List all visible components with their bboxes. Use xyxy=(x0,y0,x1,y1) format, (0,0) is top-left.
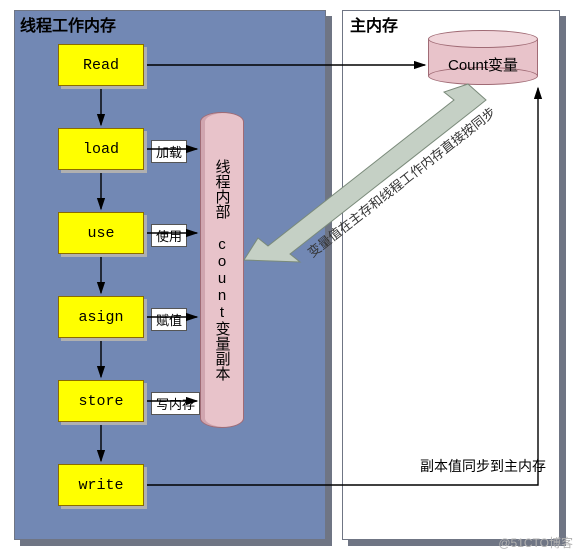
copy-bar: 线程内部 count变量副本 xyxy=(200,112,244,428)
box-read-label: Read xyxy=(83,57,119,74)
side-label-load: 加载 xyxy=(151,140,187,163)
side-label-store: 写内存 xyxy=(151,392,200,415)
box-store-label: store xyxy=(78,393,123,410)
box-load-label: load xyxy=(83,141,119,158)
count-cylinder: Count变量 xyxy=(428,30,538,85)
box-asign: asign xyxy=(58,296,144,338)
box-asign-label: asign xyxy=(78,309,123,326)
box-use: use xyxy=(58,212,144,254)
copy-bar-label: 线程内部 count变量副本 xyxy=(201,113,243,427)
main-panel-title: 主内存 xyxy=(350,12,398,36)
count-cylinder-label: Count变量 xyxy=(428,54,538,75)
thread-memory-panel xyxy=(14,10,326,540)
thread-panel-title: 线程工作内存 xyxy=(20,12,116,36)
side-label-use: 使用 xyxy=(151,224,187,247)
side-label-asign: 赋值 xyxy=(151,308,187,331)
watermark: @51CTO博客 xyxy=(498,534,573,551)
box-use-label: use xyxy=(87,225,114,242)
write-sync-label: 副本值同步到主内存 xyxy=(420,456,546,476)
box-write: write xyxy=(58,464,144,506)
box-write-label: write xyxy=(78,477,123,494)
box-load: load xyxy=(58,128,144,170)
diagram-canvas: 线程工作内存 主内存 线程内部 count变量副本 Count变量 Read l… xyxy=(0,0,579,555)
box-store: store xyxy=(58,380,144,422)
box-read: Read xyxy=(58,44,144,86)
